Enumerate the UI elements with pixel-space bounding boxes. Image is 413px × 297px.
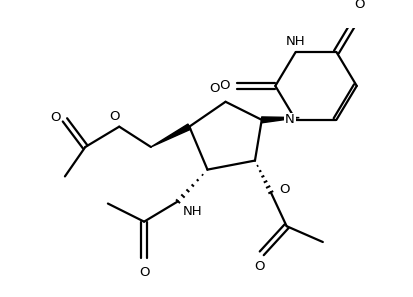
Text: O: O <box>254 260 264 273</box>
Polygon shape <box>150 124 190 147</box>
Text: O: O <box>219 79 230 92</box>
Text: O: O <box>278 184 289 197</box>
Text: O: O <box>353 0 363 11</box>
Text: NH: NH <box>285 35 305 48</box>
Text: O: O <box>209 82 220 95</box>
Text: O: O <box>50 111 60 124</box>
Text: O: O <box>138 266 149 279</box>
Polygon shape <box>261 117 299 123</box>
Text: NH: NH <box>182 205 202 218</box>
Text: N: N <box>284 113 294 126</box>
Text: O: O <box>109 110 120 123</box>
